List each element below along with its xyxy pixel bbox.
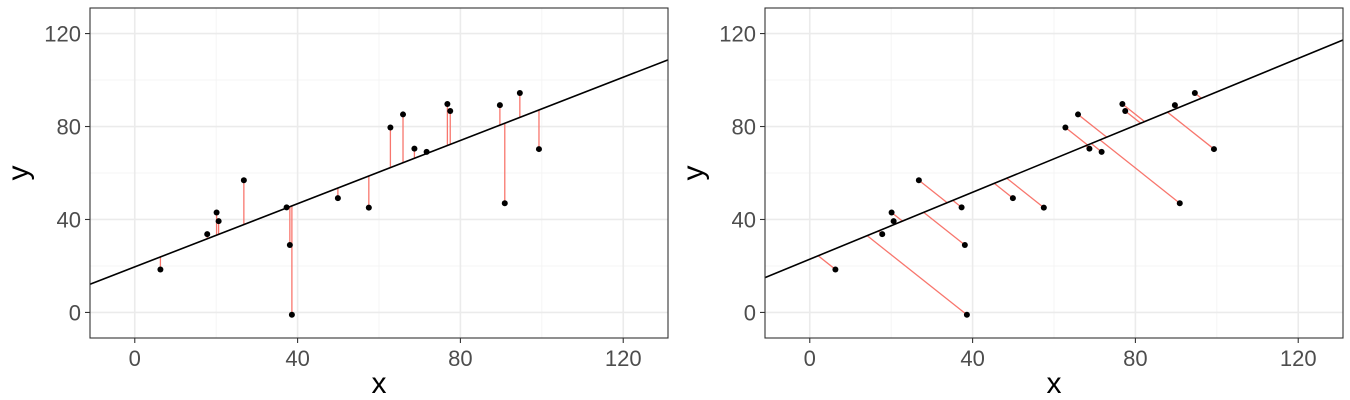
y-tick-label: 0 [69, 300, 81, 325]
data-point [288, 311, 295, 318]
data-point [1086, 145, 1093, 152]
data-point [516, 90, 523, 97]
data-point [961, 242, 968, 249]
y-axis-title: y [2, 166, 35, 181]
data-point [915, 177, 922, 184]
chart-panel-2: 0 40 80 120 0 40 80 120 x y [677, 7, 1344, 400]
data-point [1040, 204, 1047, 211]
chart-panel-1: 0 40 80 120 0 40 80 120 x y [2, 7, 669, 400]
x-tick-label: 120 [1280, 346, 1317, 371]
x-tick-label: 0 [129, 346, 141, 371]
data-point [1176, 200, 1183, 207]
panel-border [89, 7, 669, 339]
y-tick-label: 120 [719, 22, 756, 47]
data-point [215, 218, 222, 225]
residual-segment [817, 255, 836, 270]
residual-segment [1121, 103, 1145, 123]
data-point [879, 231, 886, 238]
residual-segment [1167, 111, 1215, 150]
y-axis-title: y [677, 166, 710, 181]
x-tick-label: 80 [448, 346, 472, 371]
residual-segment [1064, 126, 1088, 146]
y-tick-label: 0 [744, 300, 756, 325]
regression-line [765, 39, 1343, 279]
data-point [1098, 148, 1105, 155]
data-point [958, 204, 965, 211]
residual-segment [1006, 177, 1045, 209]
data-point [213, 209, 220, 216]
residual-segment [923, 211, 966, 246]
x-tick-label: 40 [285, 346, 309, 371]
plot-area [765, 39, 1343, 318]
residual-segment [918, 179, 948, 204]
data-point [334, 195, 341, 202]
data-point [447, 107, 454, 114]
data-point [204, 231, 211, 238]
data-point [963, 311, 970, 318]
y-tick-label: 40 [732, 207, 756, 232]
data-point [890, 218, 897, 225]
residual-segment [866, 235, 968, 316]
data-point [444, 100, 451, 107]
y-tick-label: 40 [57, 207, 81, 232]
data-point [832, 266, 839, 273]
data-point [1075, 111, 1082, 118]
data-point [411, 145, 418, 152]
regression-line [90, 59, 668, 286]
data-point [1210, 146, 1217, 153]
data-point [1009, 195, 1016, 202]
data-point [423, 148, 430, 155]
residual-segment [993, 182, 1014, 199]
x-tick-label: 80 [1123, 346, 1147, 371]
x-tick-label: 40 [960, 346, 984, 371]
data-point [496, 102, 503, 109]
y-tick-label: 80 [57, 115, 81, 140]
residual-segment [1099, 139, 1181, 204]
x-axis-title: x [1047, 367, 1062, 400]
data-point [1062, 124, 1069, 131]
data-point [501, 200, 508, 207]
data-point [1191, 90, 1198, 97]
data-point [400, 111, 407, 118]
data-point [888, 209, 895, 216]
plot-area [90, 59, 668, 318]
data-point [1122, 107, 1129, 114]
y-tick-label: 80 [732, 115, 756, 140]
data-point [1171, 102, 1178, 109]
data-point [240, 177, 247, 184]
data-point [283, 204, 290, 211]
data-point [157, 266, 164, 273]
data-point [387, 124, 394, 131]
data-point [365, 204, 372, 211]
residual-segment [1124, 110, 1142, 124]
data-point [1119, 100, 1126, 107]
x-tick-label: 120 [605, 346, 642, 371]
data-point [535, 146, 542, 153]
data-point [286, 242, 293, 249]
x-axis-title: x [372, 367, 387, 400]
panel-border [764, 7, 1344, 339]
x-tick-label: 0 [804, 346, 816, 371]
y-tick-label: 120 [44, 22, 81, 47]
residual-segment [1077, 113, 1108, 138]
